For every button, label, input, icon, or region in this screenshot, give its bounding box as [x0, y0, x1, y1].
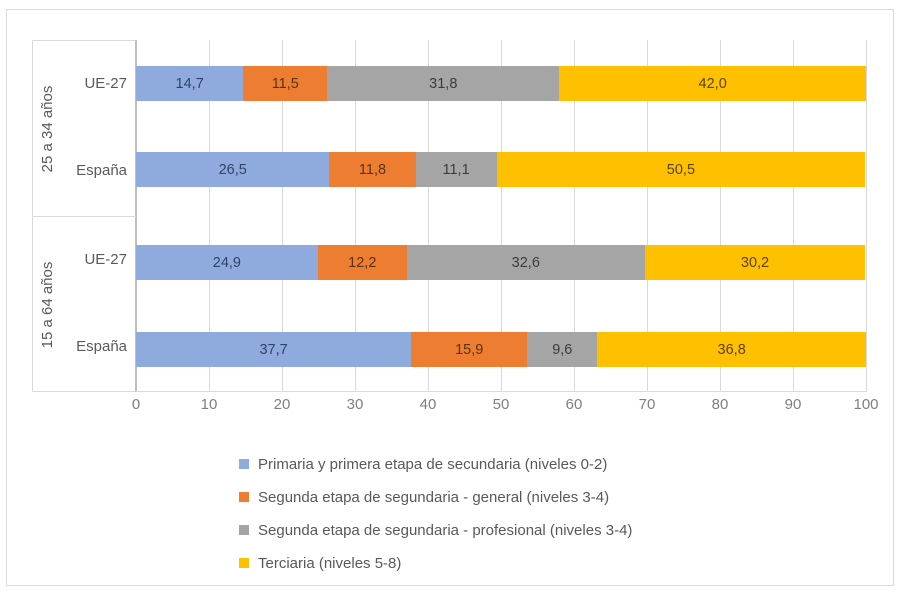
axis-tick-40: 40: [419, 396, 437, 413]
bar-value-label: 37,7: [259, 341, 288, 358]
legend-swatch-icon: [239, 492, 249, 502]
bar-segment: 32,6: [406, 245, 645, 280]
category-label-0-1: España: [76, 162, 127, 179]
legend-label: Segunda etapa de segundaria - profesiona…: [258, 521, 633, 539]
axis-tick-30: 30: [346, 396, 364, 413]
bar-value-label: 11,1: [442, 161, 470, 178]
bar-segment: 24,9: [136, 245, 318, 280]
legend-swatch-icon: [239, 525, 249, 535]
bar-segment: 15,9: [411, 332, 528, 367]
bar-value-label: 14,7: [175, 75, 204, 92]
category-group-1: 15 a 64 años UE-27 España: [33, 217, 137, 393]
axis-tick-60: 60: [565, 396, 583, 413]
bar-segment: 11,1: [415, 152, 497, 187]
bar-value-label: 15,9: [455, 341, 484, 358]
gridline-50: [501, 40, 502, 392]
gridline-10: [209, 40, 210, 392]
chart-legend: Primaria y primera etapa de secundaria (…: [239, 453, 632, 585]
bar-value-label: 26,5: [218, 161, 247, 178]
bar-value-label: 32,6: [511, 254, 540, 271]
value-axis-line: [136, 391, 867, 392]
legend-item-2[interactable]: Segunda etapa de segundaria - profesiona…: [239, 519, 632, 541]
bar-segment: 36,8: [597, 332, 866, 367]
bar-value-label: 31,8: [429, 75, 458, 92]
bar-segment: 14,7: [136, 66, 244, 101]
bar-row: 26,5 11,8 11,1 50,5: [136, 152, 866, 187]
bar-segment: 26,5: [136, 152, 330, 187]
bar-value-label: 11,8: [358, 161, 387, 178]
legend-swatch-icon: [239, 558, 249, 568]
bar-segment: 11,8: [329, 152, 416, 187]
bar-segment: 37,7: [136, 332, 412, 367]
gridline-20: [282, 40, 283, 392]
bar-row: 24,9 12,2 32,6 30,2: [136, 245, 866, 280]
gridline-80: [720, 40, 721, 392]
bar-value-label: 30,2: [740, 254, 770, 271]
value-axis: 0 10 20 30 40 50 60 70 80 90 100: [132, 396, 879, 420]
bar-segment: 42,0: [559, 66, 866, 101]
axis-tick-20: 20: [273, 396, 291, 413]
group-label-0: 25 a 34 años: [38, 85, 56, 172]
bar-segment: 9,6: [527, 332, 598, 367]
gridline-40: [428, 40, 429, 392]
chart-frame: 25 a 34 años UE-27 España 15 a 64 años U…: [6, 9, 894, 586]
bar-row: 37,7 15,9 9,6 36,8: [136, 332, 866, 367]
legend-label: Primaria y primera etapa de secundaria (…: [258, 455, 608, 473]
category-label-1-1: España: [76, 338, 127, 355]
category-axis: 25 a 34 años UE-27 España 15 a 64 años U…: [32, 40, 137, 393]
legend-label: Segunda etapa de segundaria - general (n…: [258, 488, 610, 506]
gridline-30: [355, 40, 356, 392]
bar-segment: 50,5: [496, 152, 866, 187]
bar-value-label: 42,0: [698, 75, 727, 92]
bar-value-label: 50,5: [666, 161, 696, 178]
gridline-0: [136, 40, 137, 392]
axis-tick-70: 70: [638, 396, 656, 413]
plot-area: 14,7 11,5 31,8 42,0 26,5 11,8 11,1 50,5 24,9 12,2…: [136, 40, 867, 392]
bar-segment: 11,5: [243, 66, 328, 101]
gridline-100: [866, 40, 867, 392]
gridline-70: [647, 40, 648, 392]
axis-tick-50: 50: [492, 396, 510, 413]
legend-label: Terciaria (niveles 5-8): [258, 554, 402, 572]
axis-tick-80: 80: [711, 396, 729, 413]
category-group-0: 25 a 34 años UE-27 España: [33, 41, 137, 217]
category-label-1-0: UE-27: [84, 251, 127, 268]
bar-segment: 30,2: [644, 245, 866, 280]
bar-segment: 12,2: [317, 245, 407, 280]
legend-item-1[interactable]: Segunda etapa de segundaria - general (n…: [239, 486, 632, 508]
gridline-90: [793, 40, 794, 392]
group-label-1: 15 a 64 años: [38, 261, 56, 349]
bar-segment: 31,8: [327, 66, 560, 101]
legend-swatch-icon: [239, 459, 249, 469]
axis-tick-100: 100: [853, 396, 879, 413]
axis-tick-0: 0: [131, 396, 141, 413]
bar-value-label: 9,6: [552, 341, 573, 358]
bar-value-label: 24,9: [212, 254, 241, 271]
bar-value-label: 36,8: [717, 341, 746, 358]
legend-item-3[interactable]: Terciaria (niveles 5-8): [239, 552, 632, 574]
category-label-0-0: UE-27: [84, 75, 127, 92]
axis-tick-10: 10: [200, 396, 218, 413]
gridline-60: [574, 40, 575, 392]
bar-value-label: 12,2: [348, 254, 377, 271]
axis-tick-90: 90: [784, 396, 802, 413]
bar-value-label: 11,5: [271, 75, 299, 92]
legend-item-0[interactable]: Primaria y primera etapa de secundaria (…: [239, 453, 632, 475]
bar-row: 14,7 11,5 31,8 42,0: [136, 66, 866, 101]
